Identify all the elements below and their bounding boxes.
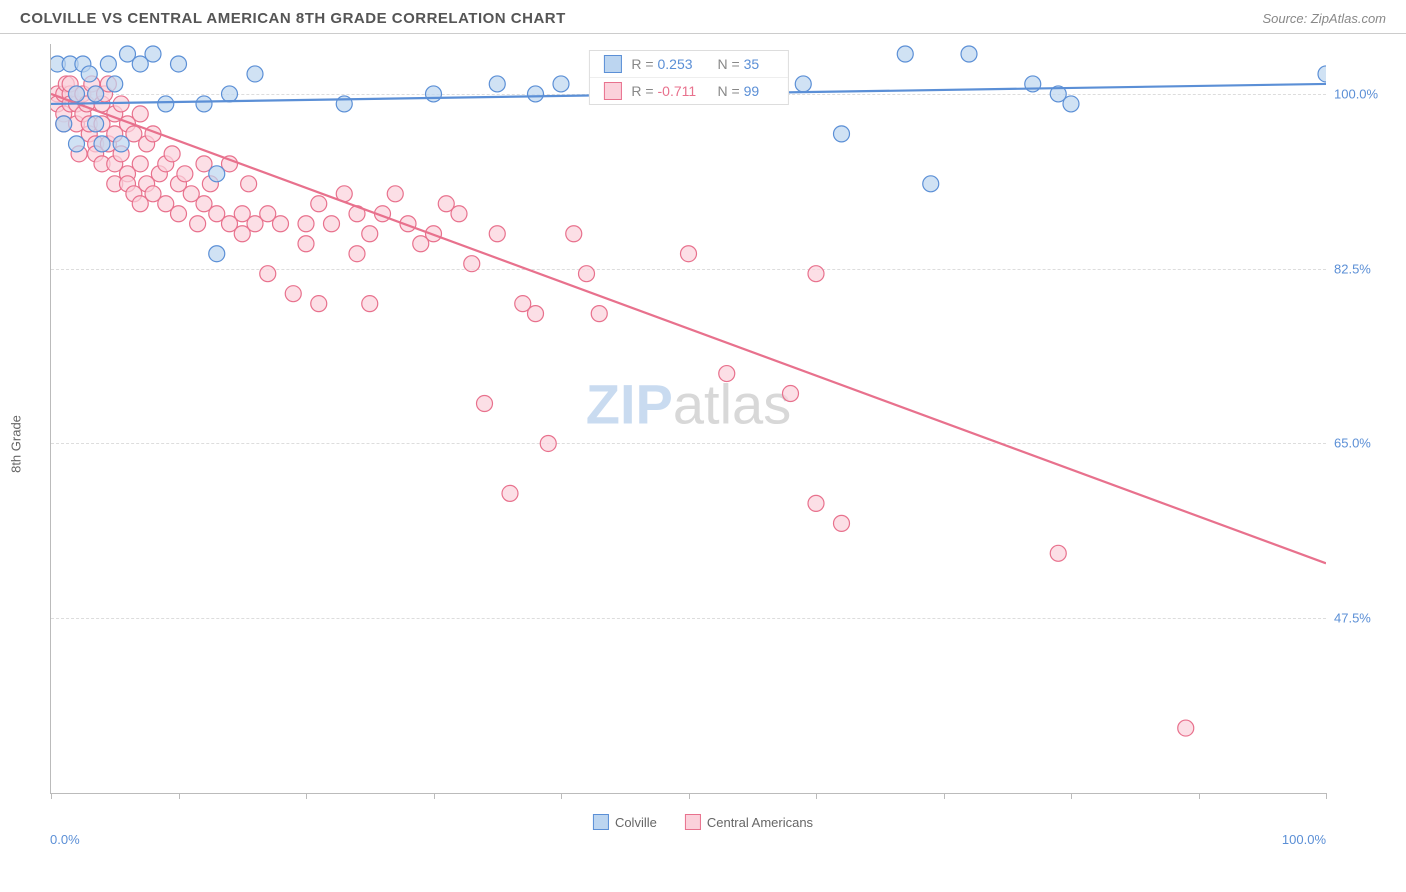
plot-svg [51,44,1326,793]
colville-swatch [603,55,621,73]
chart-area: 8th Grade ZIPatlas R = 0.253 N = 35 R = … [0,34,1406,854]
legend-item-central: Central Americans [685,814,813,830]
stats-row-central: R = -0.711 N = 99 [589,77,787,104]
stats-legend: R = 0.253 N = 35 R = -0.711 N = 99 [588,50,788,105]
y-axis-label: 8th Grade [9,415,24,473]
stats-row-colville: R = 0.253 N = 35 [589,51,787,77]
x-max-label: 100.0% [1282,832,1326,847]
central-legend-swatch [685,814,701,830]
plot-region: ZIPatlas R = 0.253 N = 35 R = -0.711 N =… [50,44,1326,794]
legend-item-colville: Colville [593,814,657,830]
x-min-label: 0.0% [50,832,80,847]
colville-legend-swatch [593,814,609,830]
chart-source: Source: ZipAtlas.com [1262,11,1386,26]
chart-header: COLVILLE VS CENTRAL AMERICAN 8TH GRADE C… [0,0,1406,34]
central-swatch [603,82,621,100]
chart-title: COLVILLE VS CENTRAL AMERICAN 8TH GRADE C… [20,10,566,27]
series-legend: Colville Central Americans [593,814,813,830]
